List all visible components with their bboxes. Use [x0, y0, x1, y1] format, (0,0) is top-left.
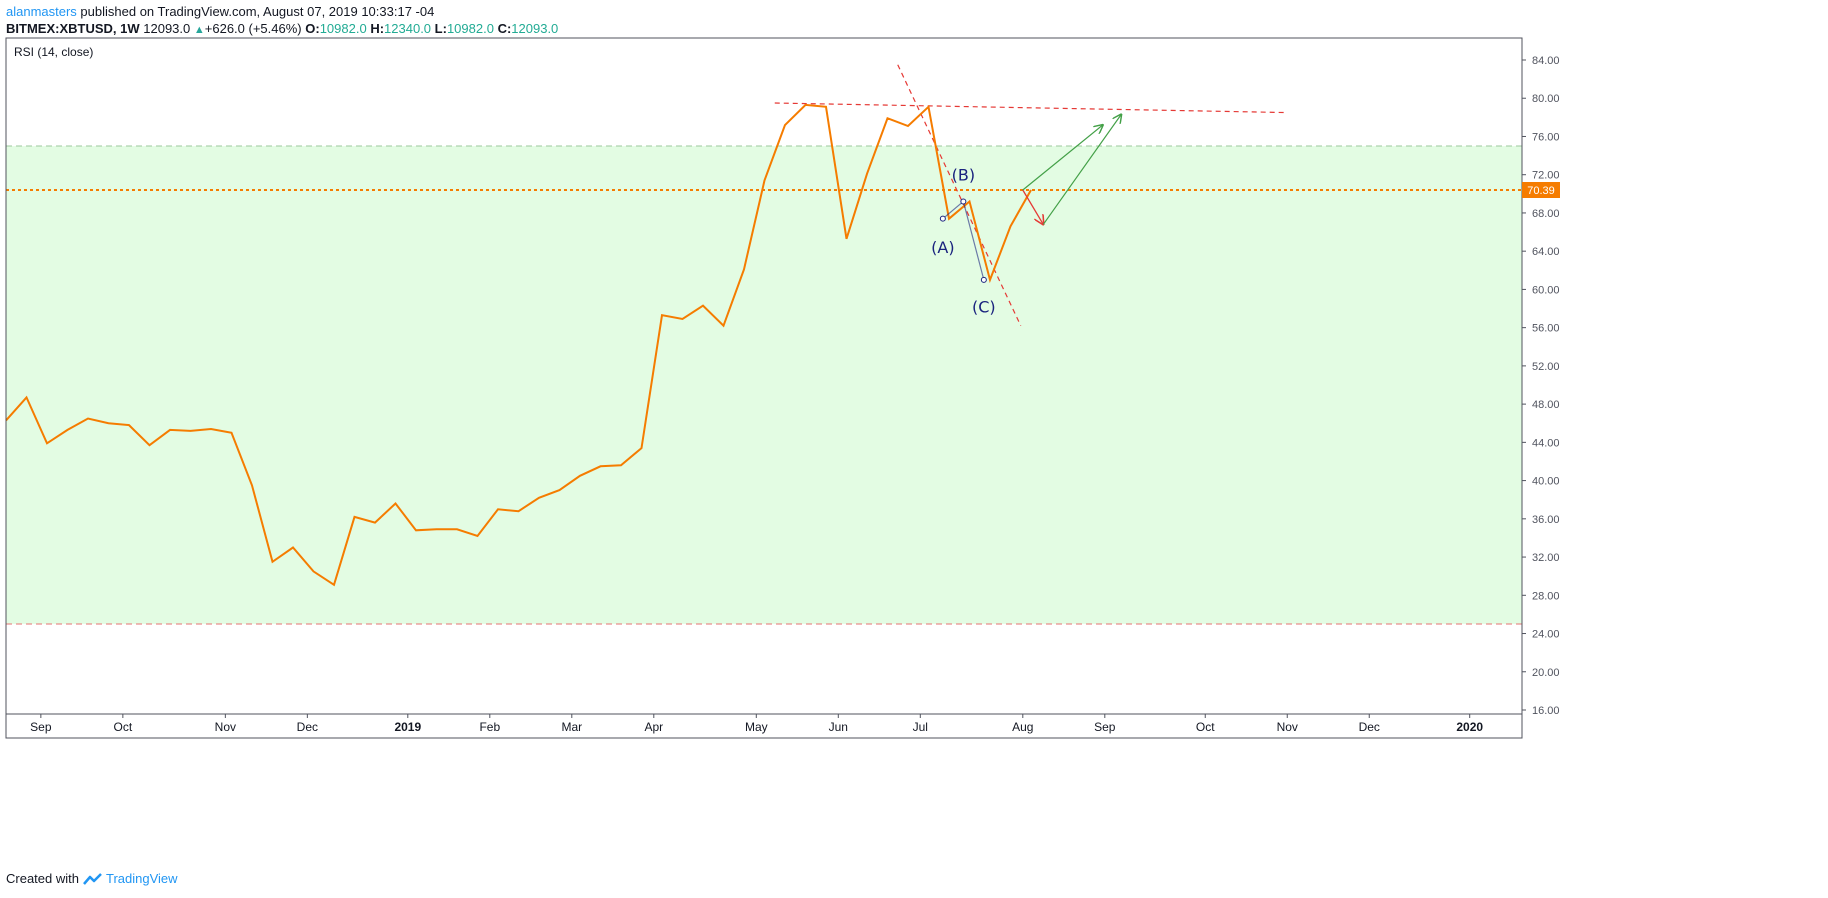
publish-info: alanmasters published on TradingView.com…	[6, 4, 434, 19]
y-tick-label: 20.00	[1532, 667, 1560, 679]
x-tick-label[interactable]: 2019	[394, 720, 421, 734]
x-tick-label[interactable]: Aug	[1012, 720, 1033, 734]
y-tick-label: 28.00	[1532, 590, 1560, 602]
wave-point	[939, 215, 946, 222]
y-tick-label: 84.00	[1532, 55, 1560, 67]
wave-label: (A)	[931, 238, 954, 257]
y-tick-label: 68.00	[1532, 208, 1560, 220]
last-value-label: 70.39	[1522, 182, 1560, 198]
rsi-line[interactable]	[5, 103, 1032, 587]
x-tick-label[interactable]: 2020	[1456, 720, 1483, 734]
y-tick-label: 36.00	[1532, 514, 1560, 526]
x-tick-label[interactable]: May	[745, 720, 768, 734]
indicator-title: RSI (14, close)	[14, 45, 93, 59]
author-link[interactable]: alanmasters	[6, 4, 77, 19]
close-value: 12093.0	[511, 21, 559, 36]
x-tick-label[interactable]: Sep	[1094, 720, 1116, 734]
last-price: 12093.0	[143, 21, 191, 36]
high-value: 12340.0	[384, 21, 432, 36]
x-tick-label[interactable]: Nov	[1277, 720, 1298, 734]
x-tick-label[interactable]: Dec	[1359, 720, 1380, 734]
x-axis-ticks[interactable]: Sep Oct Nov Dec 2019 Feb Mar Apr May Jun Jul Aug Sep…	[30, 714, 1483, 734]
published-text: published on TradingView.com, August 07,…	[76, 4, 435, 19]
x-tick-label[interactable]: Nov	[215, 720, 236, 734]
footer: Created with TradingView	[6, 871, 178, 886]
x-tick-label[interactable]: Mar	[561, 720, 582, 734]
high-label: H:	[370, 21, 385, 36]
y-tick-label: 80.00	[1532, 93, 1560, 105]
low-value: 10982.0	[446, 21, 494, 36]
open-value: 10982.0	[319, 21, 367, 36]
x-tick-label[interactable]: Dec	[297, 720, 318, 734]
trendline	[897, 64, 1022, 326]
last-value-badge	[1522, 182, 1560, 198]
y-tick-label: 48.00	[1532, 399, 1560, 411]
red-arrow	[1022, 189, 1044, 224]
y-tick-label: 56.00	[1532, 323, 1560, 335]
x-tick-label[interactable]: Oct	[114, 720, 133, 734]
wave-annotations: (A) (B) (C)	[931, 114, 1121, 316]
y-tick-label: 72.00	[1532, 170, 1560, 182]
wave-label: (B)	[952, 165, 975, 184]
y-tick-label: 44.00	[1532, 437, 1560, 449]
rsi-band	[6, 146, 1522, 624]
up-triangle-icon: ▲	[193, 24, 205, 36]
tradingview-brand-link[interactable]: TradingView	[106, 871, 178, 886]
green-arrow	[1022, 125, 1103, 191]
y-tick-label: 76.00	[1532, 131, 1560, 143]
symbol-name: BITMEX:XBTUSD, 1W	[6, 21, 140, 36]
x-tick-label[interactable]: Jul	[913, 720, 928, 734]
symbol-info: BITMEX:XBTUSD, 1W 12093.0 ▲+626.0 (+5.46…	[6, 21, 558, 38]
y-tick-label: 16.00	[1532, 705, 1560, 717]
wave-label: (C)	[972, 297, 996, 316]
wave-point	[980, 276, 987, 283]
x-tick-label[interactable]: Jun	[829, 720, 848, 734]
trendline	[774, 102, 1288, 114]
x-tick-label[interactable]: Feb	[479, 720, 500, 734]
tradingview-logo-icon	[82, 871, 106, 886]
created-with-text: Created with	[6, 871, 79, 886]
y-tick-label: 24.00	[1532, 629, 1560, 641]
y-tick-label: 64.00	[1532, 246, 1560, 258]
green-arrow	[1042, 114, 1121, 225]
trendlines	[774, 64, 1288, 326]
y-tick-label: 60.00	[1532, 284, 1560, 296]
y-tick-label: 32.00	[1532, 552, 1560, 564]
y-axis-ticks: 84.00 80.00 76.00 72.00 68.00 64.00 60.00 56.00…	[1522, 55, 1560, 717]
close-label: C:	[497, 21, 512, 36]
last-value-text: 70.39	[1527, 185, 1555, 197]
y-tick-label: 40.00	[1532, 476, 1560, 488]
x-tick-label[interactable]: Oct	[1196, 720, 1215, 734]
low-label: L:	[434, 21, 447, 36]
x-tick-label[interactable]: Sep	[30, 720, 52, 734]
x-tick-label[interactable]: Apr	[644, 720, 663, 734]
wave-point	[960, 198, 967, 205]
price-change: +626.0 (+5.46%)	[204, 21, 302, 36]
y-tick-label: 52.00	[1532, 361, 1560, 373]
open-label: O:	[305, 21, 320, 36]
